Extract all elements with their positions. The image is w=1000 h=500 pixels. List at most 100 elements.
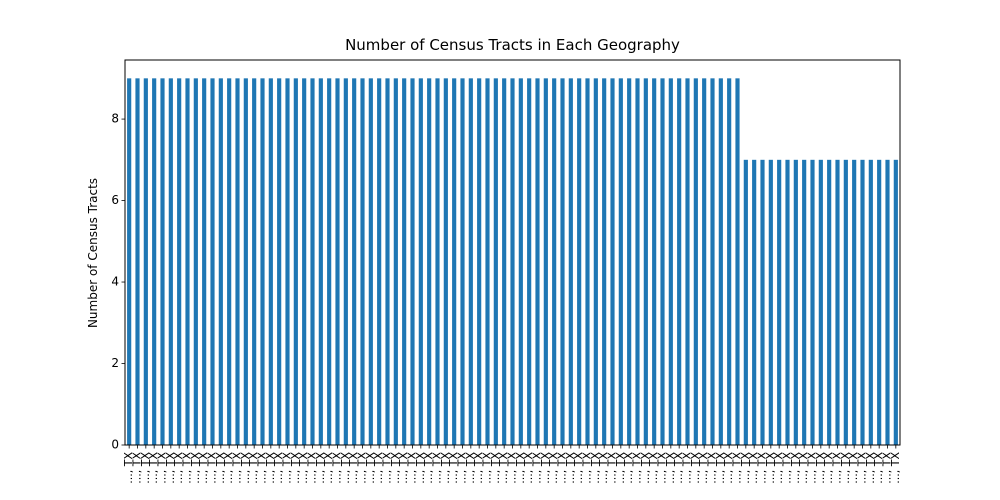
x-tick-label: ..., TX: [639, 452, 652, 484]
x-tick-label: ..., TX: [806, 452, 819, 484]
x-tick-label: ..., TX: [197, 452, 210, 484]
x-tick-label: ..., TX: [406, 452, 419, 484]
bar: [168, 78, 173, 445]
x-tick-label: ..., TX: [239, 452, 252, 484]
x-tick-label: ..., TX: [664, 452, 677, 484]
x-tick-label: ..., TX: [489, 452, 502, 484]
x-tick-label: ..., TX: [297, 452, 310, 484]
bar: [618, 78, 623, 445]
bar: [460, 78, 465, 445]
bar: [218, 78, 223, 445]
y-tick-label: 4: [111, 275, 119, 289]
bar: [518, 78, 523, 445]
x-tick-label: ..., TX: [347, 452, 360, 484]
bars-group: [127, 78, 898, 445]
x-tick-label: ..., TX: [222, 452, 235, 484]
x-tick-label: ..., TX: [214, 452, 227, 484]
bar: [335, 78, 340, 445]
bar: [277, 78, 282, 445]
x-axis: ..., TX..., TX..., TX..., TX..., TX..., …: [122, 445, 902, 484]
x-tick-label: ..., TX: [789, 452, 802, 484]
bar: [418, 78, 423, 445]
x-tick-label: ..., TX: [522, 452, 535, 484]
bar: [610, 78, 615, 445]
bar: [693, 78, 698, 445]
bar: [652, 78, 657, 445]
x-tick-label: ..., TX: [414, 452, 427, 484]
bar: [152, 78, 157, 445]
x-tick-label: ..., TX: [706, 452, 719, 484]
bar: [627, 78, 632, 445]
x-tick-label: ..., TX: [781, 452, 794, 484]
bar: [243, 78, 248, 445]
y-axis-label: Number of Census Tracts: [86, 177, 100, 329]
x-tick-label: ..., TX: [797, 452, 810, 484]
bar: [343, 78, 348, 445]
x-tick-label: ..., TX: [547, 452, 560, 484]
x-tick-label: ..., TX: [447, 452, 460, 484]
x-tick-label: ..., TX: [206, 452, 219, 484]
bar: [635, 78, 640, 445]
bar: [385, 78, 390, 445]
bar: [743, 159, 748, 445]
bar: [543, 78, 548, 445]
bar: [177, 78, 182, 445]
bar: [510, 78, 515, 445]
x-tick-label: ..., TX: [131, 452, 144, 484]
x-tick-label: ..., TX: [672, 452, 685, 484]
bar: [785, 159, 790, 445]
bar: [577, 78, 582, 445]
x-tick-label: ..., TX: [747, 452, 760, 484]
x-tick-label: ..., TX: [539, 452, 552, 484]
y-axis: 0 2 4 6 8: [111, 112, 125, 452]
x-tick-label: ..., TX: [306, 452, 319, 484]
x-tick-label: ..., TX: [731, 452, 744, 484]
x-tick-label: ..., TX: [156, 452, 169, 484]
x-tick-label: ..., TX: [697, 452, 710, 484]
x-tick-label: ..., TX: [397, 452, 410, 484]
x-tick-label: ..., TX: [172, 452, 185, 484]
bar: [760, 159, 765, 445]
x-tick-label: ..., TX: [439, 452, 452, 484]
bar: [427, 78, 432, 445]
bar: [827, 159, 832, 445]
x-tick-label: ..., TX: [381, 452, 394, 484]
bar: [835, 159, 840, 445]
bar: [602, 78, 607, 445]
bar: [718, 78, 723, 445]
bar: [252, 78, 257, 445]
bar: [143, 78, 148, 445]
bar: [268, 78, 273, 445]
x-tick-label: ..., TX: [247, 452, 260, 484]
bar: [727, 78, 732, 445]
x-tick-label: ..., TX: [622, 452, 635, 484]
x-tick-label: ..., TX: [572, 452, 585, 484]
x-tick-label: ..., TX: [631, 452, 644, 484]
bar: [260, 78, 265, 445]
bar: [368, 78, 373, 445]
x-tick-label: ..., TX: [456, 452, 469, 484]
bar: [327, 78, 332, 445]
bar: [677, 78, 682, 445]
bar: [810, 159, 815, 445]
bar: [202, 78, 207, 445]
y-tick-label: 6: [111, 193, 119, 207]
x-tick-label: ..., TX: [881, 452, 894, 484]
bar: [660, 78, 665, 445]
bar: [443, 78, 448, 445]
x-tick-label: ..., TX: [589, 452, 602, 484]
x-tick-label: ..., TX: [464, 452, 477, 484]
bar: [452, 78, 457, 445]
bar: [768, 159, 773, 445]
x-tick-label: ..., TX: [481, 452, 494, 484]
x-tick-label: ..., TX: [681, 452, 694, 484]
x-tick-label: ..., TX: [389, 452, 402, 484]
bar: [585, 78, 590, 445]
y-tick-label: 0: [111, 438, 119, 452]
x-tick-label: ..., TX: [614, 452, 627, 484]
bar: [160, 78, 165, 445]
x-tick-label: ..., TX: [339, 452, 352, 484]
bar: [818, 159, 823, 445]
x-tick-label: ..., TX: [264, 452, 277, 484]
bar: [402, 78, 407, 445]
